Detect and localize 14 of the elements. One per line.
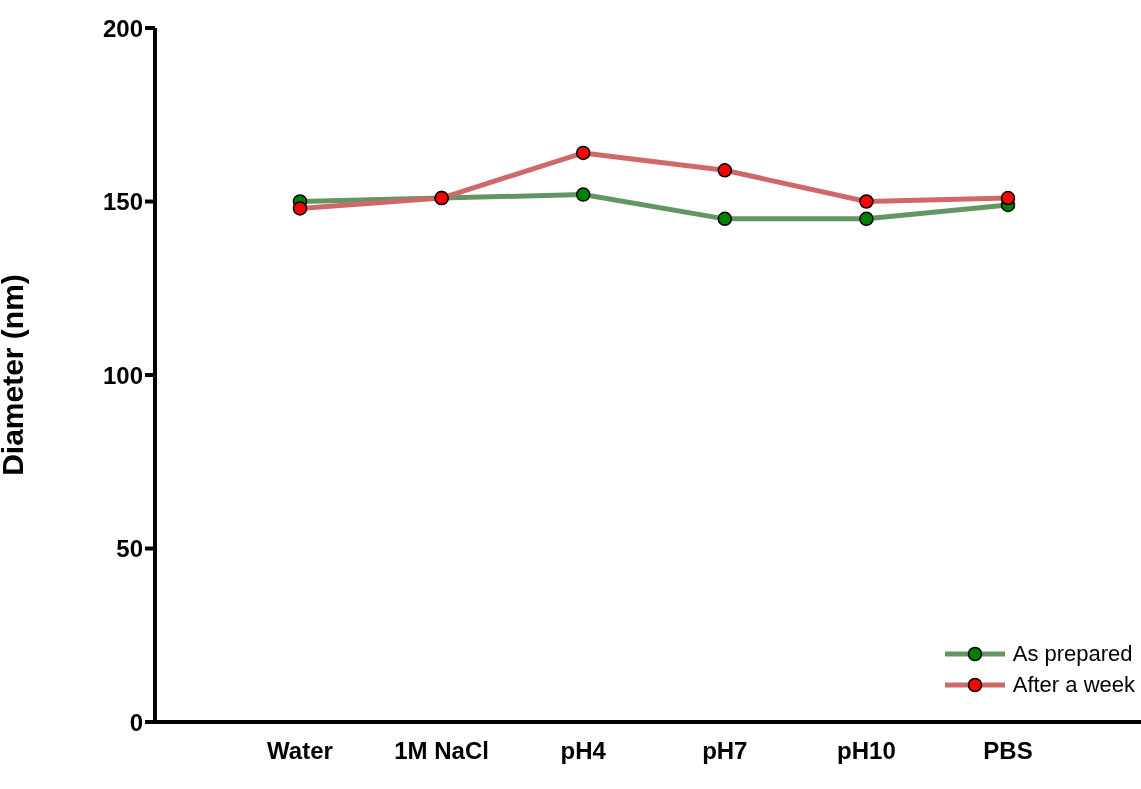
- y-axis-title: Diameter (nm): [0, 274, 29, 476]
- x-tick-label: pH4: [560, 737, 607, 765]
- y-tick-label: 150: [102, 188, 143, 216]
- x-tick-label: 1M NaCl: [394, 737, 489, 765]
- y-tick-label: 100: [102, 361, 143, 389]
- x-tick-label: pH7: [702, 737, 748, 765]
- x-tick-label: PBS: [983, 737, 1033, 765]
- legend-label: After a week: [1012, 671, 1135, 698]
- x-tick-label: pH10: [837, 737, 896, 765]
- y-tick-label: 50: [116, 535, 143, 563]
- y-tick-label: 200: [102, 14, 143, 42]
- y-tick-label: 0: [129, 708, 143, 736]
- legend-label: As prepared: [1012, 640, 1133, 667]
- x-tick-label: Water: [267, 737, 333, 765]
